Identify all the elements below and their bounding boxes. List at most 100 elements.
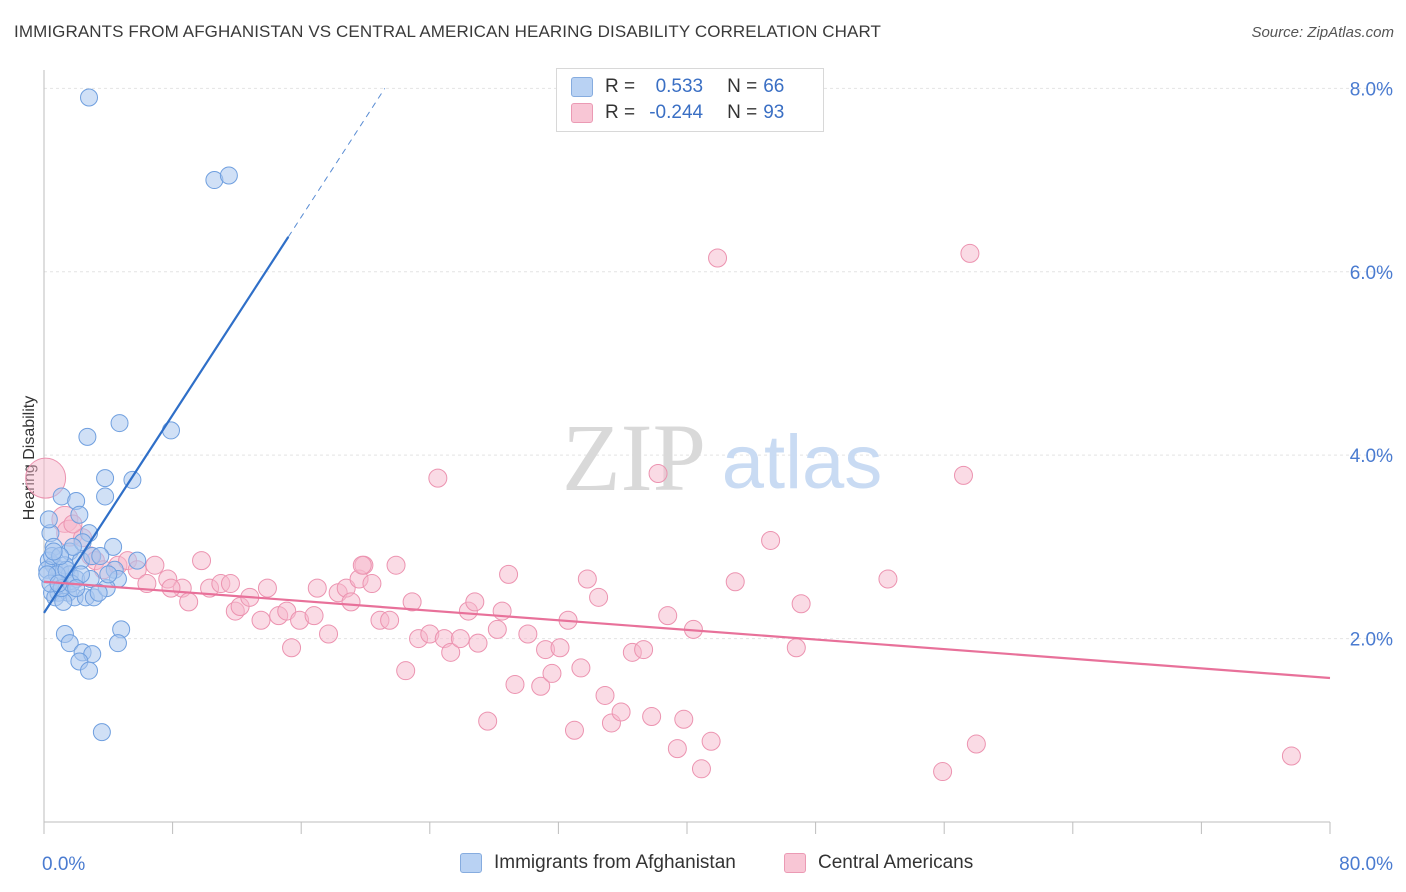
x-tick-label: 80.0% (1339, 854, 1393, 875)
central-americans-point (478, 711, 498, 731)
central-americans-point (531, 676, 551, 696)
legend-item-central-americans: Central Americans (784, 852, 973, 874)
central-americans-point (571, 658, 591, 678)
source-label: Source: ZipAtlas.com (1251, 24, 1394, 41)
afghanistan-point (161, 421, 180, 440)
central-americans-point (648, 464, 668, 484)
afghanistan-point (92, 723, 111, 742)
legend-item-afghanistan: Immigrants from Afghanistan (460, 852, 736, 874)
central-americans-point (791, 594, 811, 614)
afghanistan-point (99, 565, 118, 584)
central-americans-point (674, 709, 694, 729)
central-americans-point (145, 555, 165, 575)
afghanistan-point (60, 634, 79, 653)
central-americans-point (192, 551, 212, 571)
afghanistan-trend-line (43, 236, 290, 614)
pink-swatch (571, 103, 593, 123)
afghanistan-point (110, 414, 129, 433)
central-americans-trend-line (43, 580, 1331, 680)
afghanistan-trend-extension (287, 88, 386, 238)
central-americans-point (380, 610, 400, 630)
central-americans-point (589, 587, 609, 607)
n-label: N = (727, 76, 758, 97)
central-americans-point (362, 574, 382, 594)
r-value: -0.244 (649, 102, 704, 123)
gridlines (44, 87, 1392, 640)
central-americans-point (960, 243, 980, 263)
central-americans-point (319, 624, 339, 644)
central-americans-point (341, 592, 361, 612)
central-americans-point (220, 574, 240, 594)
central-americans-point (282, 638, 302, 658)
trend-lines (43, 88, 1331, 680)
afghanistan-point (96, 469, 115, 488)
central-americans-point (402, 592, 422, 612)
central-americans-points (25, 243, 1301, 782)
central-americans-point (386, 555, 406, 575)
series-legend: Immigrants from Afghanistan Central Amer… (0, 852, 1406, 878)
y-tick-label: 6.0% (1350, 263, 1393, 284)
central-americans-point (701, 731, 721, 751)
central-americans-point (761, 530, 781, 550)
afghanistan-point (80, 661, 99, 680)
central-americans-point (1281, 746, 1301, 766)
afghanistan-point (39, 510, 58, 529)
afghanistan-point (67, 579, 86, 598)
central-americans-point (542, 663, 562, 683)
afghanistan-points (38, 88, 238, 742)
chart-title: IMMIGRANTS FROM AFGHANISTAN VS CENTRAL A… (14, 22, 882, 41)
stats-legend: R = 0.533 N = 66 R = -0.244 N = 93 (556, 68, 824, 132)
afghanistan-point (104, 537, 123, 556)
afghanistan-point (80, 88, 99, 107)
central-americans-point (595, 685, 615, 705)
afghanistan-point (91, 547, 110, 566)
central-americans-point (25, 457, 67, 499)
afghanistan-point (70, 505, 89, 524)
central-americans-point (352, 555, 372, 575)
blue-swatch (571, 77, 593, 97)
central-americans-point (428, 468, 448, 488)
legend-label-afghanistan: Immigrants from Afghanistan (494, 852, 736, 873)
blue-swatch (460, 853, 482, 873)
central-americans-point (465, 592, 485, 612)
n-value: 93 (763, 102, 785, 123)
afghanistan-point (219, 166, 238, 185)
central-americans-point (634, 640, 654, 660)
afghanistan-point (78, 427, 97, 446)
n-value: 66 (763, 76, 785, 97)
central-americans-point (658, 606, 678, 626)
central-americans-point (277, 601, 297, 621)
tick-labels: 2.0% 4.0% 6.0% 8.0% 0.0% 80.0% (42, 79, 1393, 875)
central-americans-point (708, 248, 728, 268)
central-americans-point (499, 564, 519, 584)
y-tick-label: 8.0% (1350, 79, 1393, 100)
y-tick-label: 4.0% (1350, 446, 1393, 467)
y-tick-label: 2.0% (1350, 630, 1393, 651)
afghanistan-point (128, 551, 147, 570)
watermark-zip: ZIP (562, 404, 706, 511)
central-americans-point (966, 734, 986, 754)
r-label: R = (605, 76, 636, 97)
central-americans-point (450, 629, 470, 649)
central-americans-point (642, 707, 662, 727)
afghanistan-point (108, 634, 127, 653)
afghanistan-point (63, 537, 82, 556)
afghanistan-point (96, 487, 115, 506)
central-americans-point (667, 739, 687, 759)
central-americans-point (161, 578, 181, 598)
central-americans-point (396, 661, 416, 681)
central-americans-point (611, 702, 631, 722)
central-americans-point (691, 759, 711, 779)
central-americans-point (487, 619, 507, 639)
afghanistan-point (44, 542, 63, 561)
central-americans-point (304, 606, 324, 626)
central-americans-point (786, 638, 806, 658)
central-americans-point (251, 610, 271, 630)
central-americans-point (441, 642, 461, 662)
central-americans-point (468, 633, 488, 653)
r-label: R = (605, 102, 636, 123)
central-americans-point (933, 762, 953, 782)
afghanistan-point (89, 583, 108, 602)
central-americans-point (307, 578, 327, 598)
